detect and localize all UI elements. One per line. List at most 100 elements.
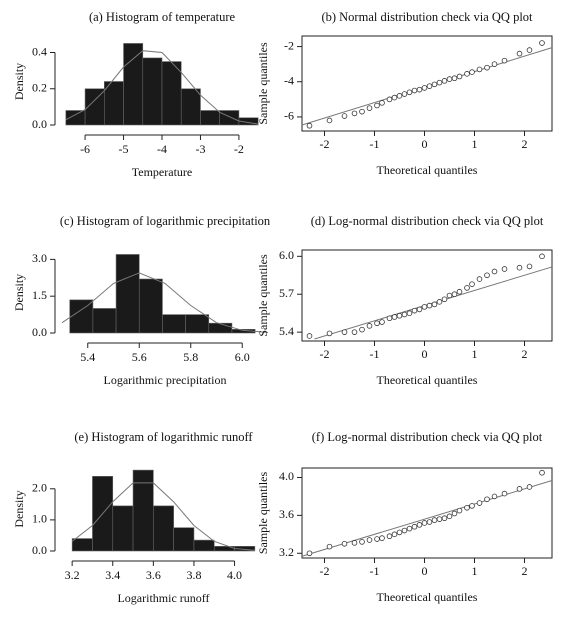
qq-point bbox=[411, 307, 418, 314]
qq-point bbox=[456, 73, 463, 80]
qq-point bbox=[379, 100, 385, 106]
qq-point bbox=[516, 264, 523, 271]
x-tick-label: -1 bbox=[370, 137, 380, 151]
y-tick-label: 4.0 bbox=[279, 469, 294, 483]
qq-point bbox=[491, 61, 498, 67]
x-tick-label: 4.0 bbox=[227, 568, 242, 582]
qq-point bbox=[374, 320, 380, 327]
qq-point bbox=[379, 319, 385, 325]
bar bbox=[104, 81, 124, 126]
x-tick-label: -4 bbox=[157, 142, 167, 156]
qq-point bbox=[516, 50, 523, 57]
qq-point bbox=[451, 75, 458, 82]
qq-point bbox=[539, 469, 545, 476]
qq-point bbox=[374, 102, 380, 109]
qq-point bbox=[464, 71, 470, 77]
plot-frame bbox=[301, 249, 553, 342]
qq-point bbox=[539, 40, 545, 46]
y-axis-label: Density bbox=[12, 274, 26, 311]
qq-point bbox=[436, 79, 443, 86]
qq-point bbox=[451, 291, 458, 298]
bar bbox=[162, 314, 186, 334]
y-axis-label: Sample quantiles bbox=[256, 42, 270, 125]
qq-point bbox=[501, 266, 508, 272]
y-tick-label: 6.0 bbox=[279, 248, 294, 262]
qq-point bbox=[366, 105, 373, 111]
qq-point bbox=[431, 301, 438, 308]
qq-point bbox=[406, 525, 413, 532]
qq-point bbox=[464, 504, 470, 511]
qq-point bbox=[446, 76, 453, 82]
x-tick-label: -2 bbox=[234, 142, 244, 156]
bar bbox=[219, 110, 240, 126]
y-tick-label: 1.0 bbox=[32, 512, 47, 526]
x-tick-label: 0 bbox=[422, 137, 428, 151]
y-tick-label: 0.0 bbox=[32, 325, 47, 339]
y-tick-label: 0.2 bbox=[32, 81, 47, 95]
qq-point bbox=[359, 539, 365, 545]
qq-point bbox=[484, 64, 490, 71]
x-tick-label: 5.8 bbox=[183, 350, 198, 364]
y-tick-label: 3.6 bbox=[279, 507, 294, 521]
qq-point bbox=[464, 285, 470, 291]
x-tick-label: 0 bbox=[422, 347, 428, 361]
x-axis-label: Theoretical quantiles bbox=[377, 163, 478, 177]
x-tick-label: 5.4 bbox=[80, 350, 95, 364]
x-tick-label: 3.8 bbox=[186, 568, 201, 582]
qq-point bbox=[374, 536, 380, 542]
x-tick-label: 5.6 bbox=[132, 350, 147, 364]
qq-point bbox=[386, 96, 393, 103]
chart-title: (a) Histogram of temperature bbox=[89, 10, 236, 24]
bar bbox=[161, 61, 182, 126]
bar bbox=[193, 539, 215, 552]
qq-point bbox=[484, 272, 490, 279]
reference-line bbox=[301, 480, 553, 557]
qq-point bbox=[391, 94, 398, 101]
qq-point bbox=[351, 329, 358, 335]
qq-point bbox=[359, 326, 365, 333]
x-axis-label: Logarithmic runoff bbox=[117, 591, 209, 605]
qq-point bbox=[416, 86, 423, 93]
qq-point bbox=[401, 527, 408, 534]
bar bbox=[112, 505, 134, 552]
y-axis-label: Sample quantiles bbox=[256, 254, 270, 337]
chart-title: (c) Histogram of logarithmic precipitati… bbox=[60, 214, 271, 228]
y-tick-label: 0.0 bbox=[32, 543, 47, 557]
qq-point bbox=[436, 299, 443, 305]
qq-point bbox=[306, 333, 313, 339]
plot-frame bbox=[301, 467, 553, 559]
qq-point bbox=[396, 312, 403, 319]
y-tick-label: -6 bbox=[284, 109, 294, 123]
qq-point bbox=[416, 306, 423, 313]
x-tick-label: 6.0 bbox=[235, 350, 250, 364]
chart-title: (e) Histogram of logarithmic runoff bbox=[74, 430, 253, 444]
qq-point bbox=[431, 517, 438, 523]
y-tick-label: 3.0 bbox=[32, 251, 47, 265]
bar bbox=[138, 278, 163, 334]
qq-point bbox=[421, 304, 428, 310]
chart-title: (b) Normal distribution check via QQ plo… bbox=[321, 10, 533, 24]
x-tick-label: 1 bbox=[472, 347, 478, 361]
qq-point bbox=[421, 520, 428, 526]
qq-point bbox=[341, 329, 348, 335]
qq-point bbox=[501, 490, 508, 497]
x-tick-label: 1 bbox=[472, 564, 478, 578]
x-tick-label: 3.4 bbox=[105, 568, 120, 582]
bar bbox=[208, 322, 233, 334]
x-tick-label: -1 bbox=[370, 564, 380, 578]
qq-point bbox=[446, 292, 453, 299]
bar bbox=[185, 314, 210, 334]
qq-point bbox=[451, 510, 458, 517]
qq-point bbox=[326, 117, 333, 124]
bar bbox=[200, 110, 220, 126]
chart-title: (d) Log-normal distribution check via QQ… bbox=[311, 214, 544, 228]
y-axis-label: Sample quantiles bbox=[256, 472, 270, 555]
bar bbox=[123, 43, 144, 126]
qq-point bbox=[456, 507, 463, 514]
qq-point bbox=[469, 503, 475, 509]
bar bbox=[142, 57, 163, 126]
qq-point bbox=[379, 535, 385, 541]
bar bbox=[132, 469, 154, 552]
qq-point bbox=[476, 500, 483, 506]
qq-point bbox=[441, 515, 448, 522]
